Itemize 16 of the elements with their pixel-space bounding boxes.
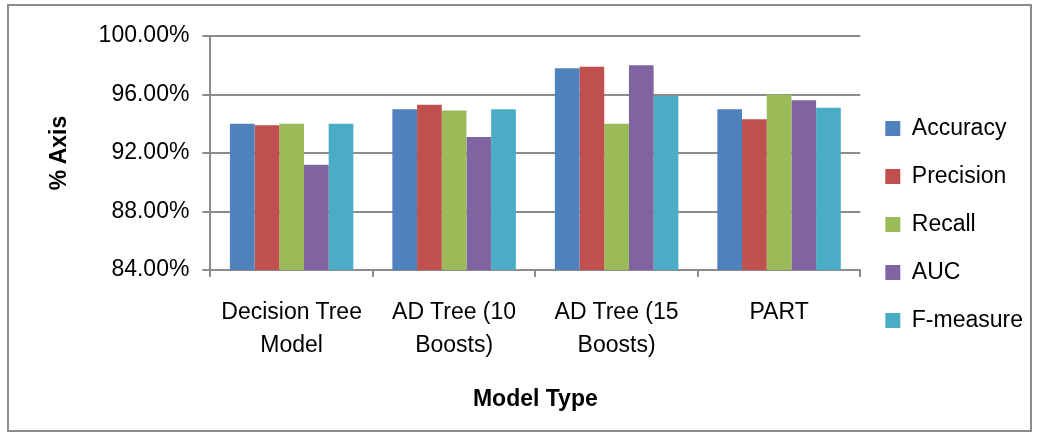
y-tick-label: 100.00% bbox=[98, 21, 190, 48]
legend-label: Precision bbox=[911, 161, 1007, 188]
x-tick-label: PART bbox=[749, 298, 809, 325]
y-tick-label: 96.00% bbox=[111, 79, 190, 106]
x-tick-label: AD Tree (15 Boosts) bbox=[554, 298, 679, 357]
legend-label: F-measure bbox=[911, 305, 1024, 332]
x-tick-label: Decision Tree Model bbox=[221, 298, 362, 357]
legend-label: Recall bbox=[911, 209, 976, 236]
y-axis-title: % Axis bbox=[45, 115, 72, 191]
legend-label: AUC bbox=[911, 257, 961, 284]
y-tick-label: 92.00% bbox=[111, 138, 190, 165]
legend-label: Accuracy bbox=[911, 113, 1007, 140]
y-tick-label: 84.00% bbox=[111, 255, 190, 282]
y-tick-label: 88.00% bbox=[111, 196, 190, 223]
x-axis-title: Model Type bbox=[472, 384, 598, 411]
x-tick-label: AD Tree (10 Boosts) bbox=[392, 298, 517, 357]
